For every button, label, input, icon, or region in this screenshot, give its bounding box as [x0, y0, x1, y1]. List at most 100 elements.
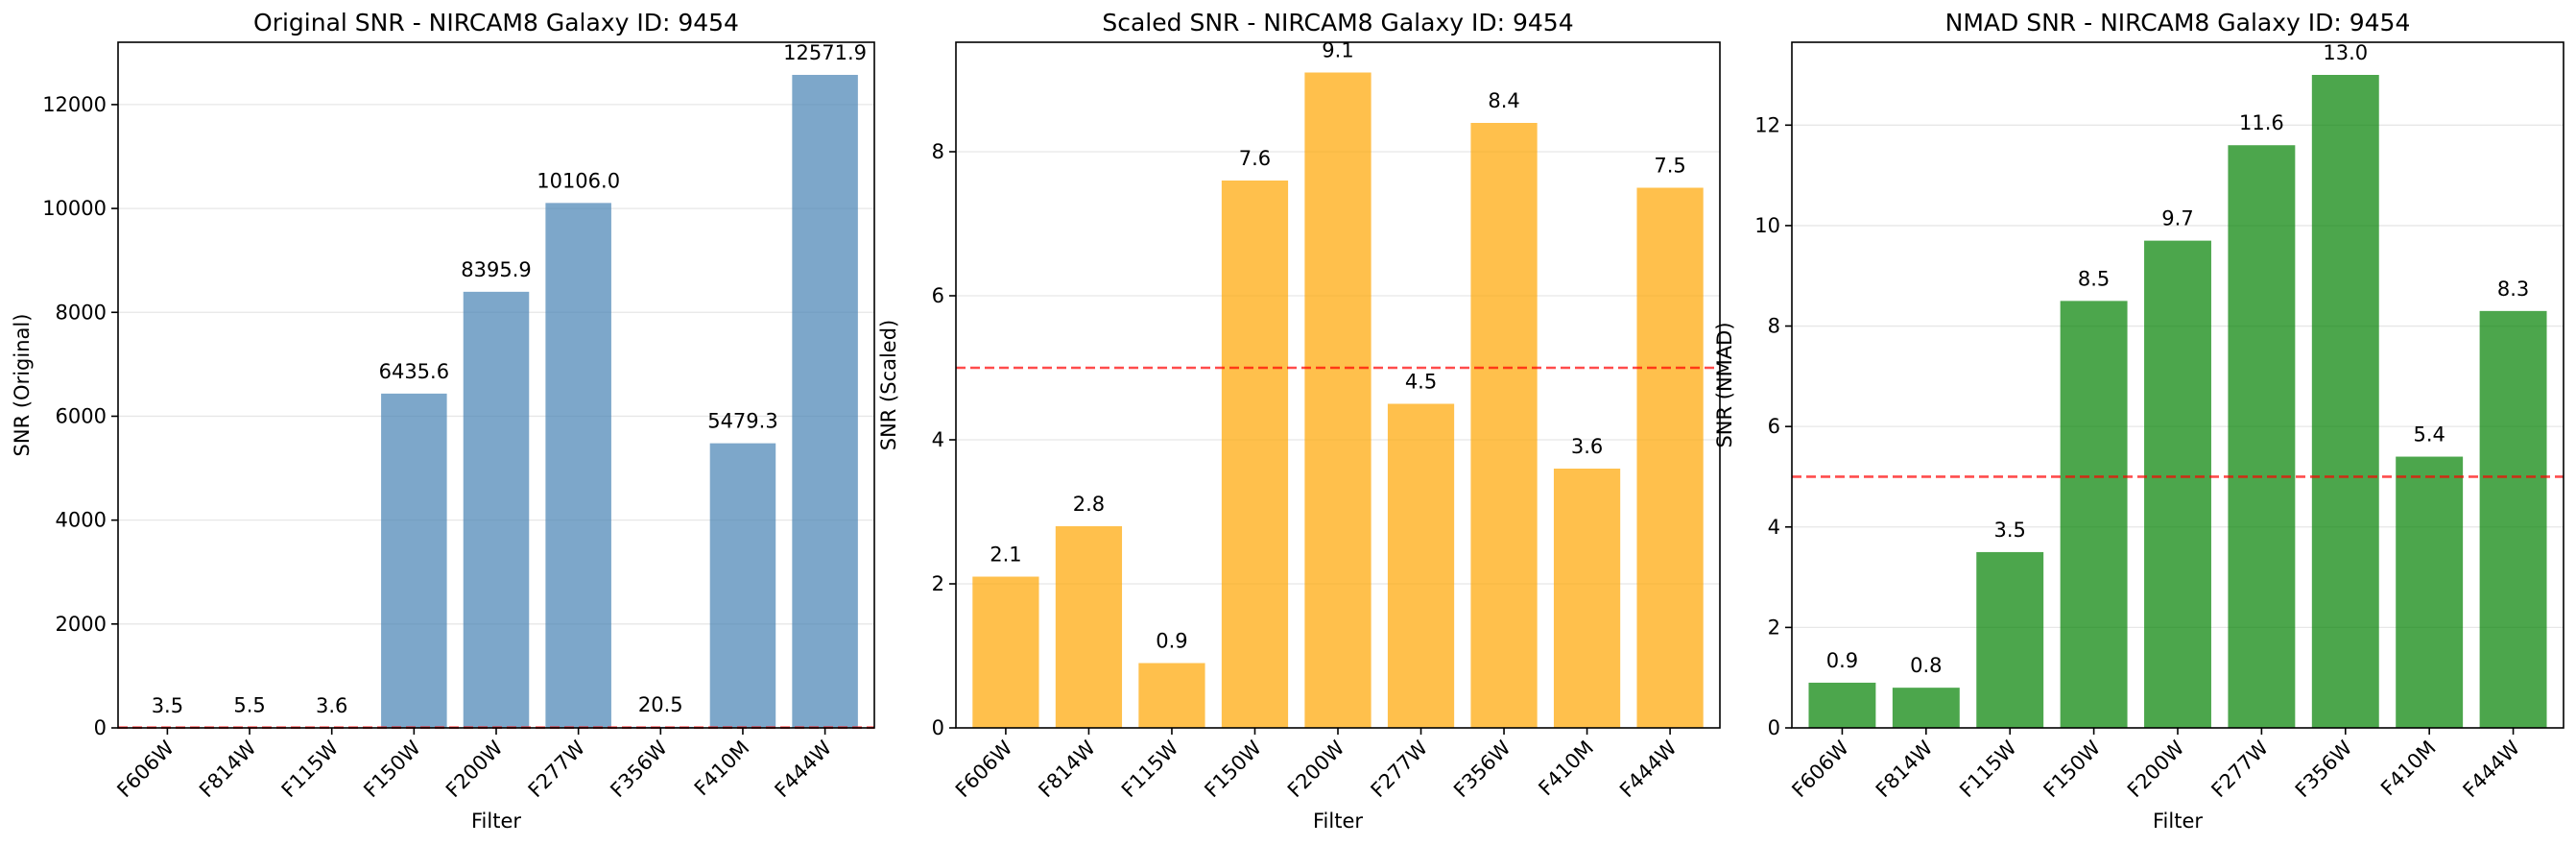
- data-label: 3.5: [1994, 519, 2026, 542]
- x-tick-label: F150W: [1200, 736, 1266, 802]
- bar-f200w: [2144, 240, 2211, 728]
- data-label: 2.8: [1073, 493, 1105, 516]
- data-label: 0.8: [1910, 654, 1942, 677]
- data-label: 3.6: [316, 694, 347, 717]
- data-label: 0.9: [1826, 649, 1858, 672]
- bar-f410m: [2396, 456, 2464, 728]
- bar-f200w: [463, 291, 530, 728]
- data-label: 8.3: [2497, 278, 2529, 301]
- x-tick-label: F115W: [277, 736, 344, 802]
- bar-f606w: [1808, 682, 1876, 728]
- data-label: 5.4: [2413, 423, 2445, 447]
- y-axis-label: SNR (Original): [11, 314, 34, 457]
- y-tick-label: 4: [1768, 516, 1780, 539]
- y-tick-label: 12000: [42, 93, 107, 116]
- data-label: 20.5: [638, 693, 683, 716]
- y-axis-label: SNR (Scaled): [877, 320, 900, 451]
- data-label: 7.5: [1654, 155, 1685, 178]
- x-tick-label: F444W: [1615, 736, 1682, 802]
- bar-f444w: [2479, 310, 2547, 728]
- chart-title: Scaled SNR - NIRCAM8 Galaxy ID: 9454: [1102, 9, 1573, 36]
- data-label: 10106.0: [537, 169, 620, 192]
- x-axis-label: Filter: [471, 810, 521, 833]
- bar-f410m: [1553, 469, 1621, 728]
- data-label: 3.6: [1571, 435, 1603, 458]
- y-tick-label: 8000: [56, 301, 107, 324]
- x-tick-label: F356W: [606, 736, 672, 802]
- x-axis-label: Filter: [2153, 810, 2203, 833]
- bar-f606w: [972, 576, 1039, 728]
- x-tick-label: F115W: [1955, 736, 2021, 802]
- x-tick-label: F356W: [2291, 736, 2357, 802]
- y-tick-label: 0: [94, 716, 107, 739]
- bar-f410m: [709, 443, 776, 728]
- x-tick-label: F410M: [1534, 737, 1598, 801]
- data-label: 5479.3: [707, 410, 777, 433]
- x-tick-label: F410M: [690, 737, 754, 801]
- data-label: 4.5: [1405, 371, 1437, 394]
- x-tick-label: F814W: [1872, 736, 1938, 802]
- chart-title: Original SNR - NIRCAM8 Galaxy ID: 9454: [253, 9, 739, 36]
- bar-f150w: [381, 393, 447, 728]
- y-tick-label: 8: [1768, 315, 1780, 338]
- x-tick-label: F200W: [1283, 736, 1349, 802]
- y-tick-label: 12: [1754, 113, 1780, 136]
- bar-f277w: [2228, 145, 2296, 728]
- x-tick-label: F150W: [359, 736, 425, 802]
- data-label: 13.0: [2323, 41, 2368, 64]
- y-tick-label: 4: [932, 428, 944, 451]
- x-tick-label: F277W: [1367, 736, 1433, 802]
- x-tick-label: F200W: [2123, 736, 2189, 802]
- data-label: 3.5: [152, 694, 183, 717]
- data-label: 7.6: [1239, 147, 1271, 170]
- y-tick-label: 4000: [56, 509, 107, 532]
- data-label: 2.1: [990, 544, 1021, 567]
- bar-f277w: [1387, 403, 1455, 728]
- panel-original: 3.5 5.5 3.6 6435.6 8395.9 10106.0 20.5 5479.3 12…: [11, 9, 875, 833]
- chart-title: NMAD SNR - NIRCAM8 Galaxy ID: 9454: [1945, 9, 2411, 36]
- bar-f444w: [1636, 187, 1704, 728]
- x-tick-label: F444W: [771, 736, 837, 802]
- y-tick-label: 2000: [56, 613, 107, 636]
- x-tick-label: F356W: [1449, 736, 1515, 802]
- y-axis-label: SNR (NMAD): [1713, 322, 1736, 447]
- x-tick-label: F410M: [2376, 737, 2441, 801]
- x-tick-label: F606W: [951, 736, 1017, 802]
- x-tick-label: F150W: [2039, 736, 2106, 802]
- y-tick-label: 0: [932, 716, 944, 739]
- y-tick-label: 2: [932, 572, 944, 595]
- x-tick-label: F115W: [1117, 736, 1183, 802]
- x-tick-label: F814W: [1034, 736, 1100, 802]
- data-label: 8.4: [1488, 89, 1519, 112]
- data-label: 8395.9: [461, 258, 531, 281]
- data-label: 9.7: [2161, 207, 2193, 230]
- x-tick-label: F277W: [524, 736, 590, 802]
- x-axis-label: Filter: [1313, 810, 1363, 833]
- x-tick-label: F606W: [1787, 736, 1853, 802]
- x-tick-label: F277W: [2206, 736, 2273, 802]
- y-tick-label: 6: [1768, 415, 1780, 438]
- x-tick-label: F606W: [112, 736, 179, 802]
- y-tick-label: 6000: [56, 404, 107, 427]
- bar-f356w: [2311, 75, 2379, 728]
- bar-f115w: [1138, 663, 1205, 728]
- y-tick-label: 0: [1768, 716, 1780, 739]
- data-label: 6435.6: [379, 360, 449, 383]
- bar-f115w: [1976, 551, 2044, 728]
- y-tick-label: 6: [932, 284, 944, 307]
- x-tick-label: F814W: [195, 736, 261, 802]
- bar-f356w: [1470, 123, 1538, 728]
- bar-f150w: [2060, 301, 2128, 728]
- data-label: 0.9: [1156, 630, 1187, 653]
- y-tick-label: 8: [932, 140, 944, 163]
- bar-f444w: [792, 74, 858, 729]
- bar-f200w: [1304, 72, 1371, 728]
- data-label: 5.5: [233, 694, 265, 717]
- data-label: 8.5: [2078, 267, 2110, 290]
- x-tick-label: F444W: [2459, 736, 2525, 802]
- panel-nmad: 0.9 0.8 3.5 8.5 9.7 11.6 13.0 5.4 8.3 0 2 4 6 8 10 12 F6…: [1713, 9, 2564, 833]
- y-tick-label: 10: [1754, 214, 1780, 237]
- bar-f814w: [1055, 526, 1123, 728]
